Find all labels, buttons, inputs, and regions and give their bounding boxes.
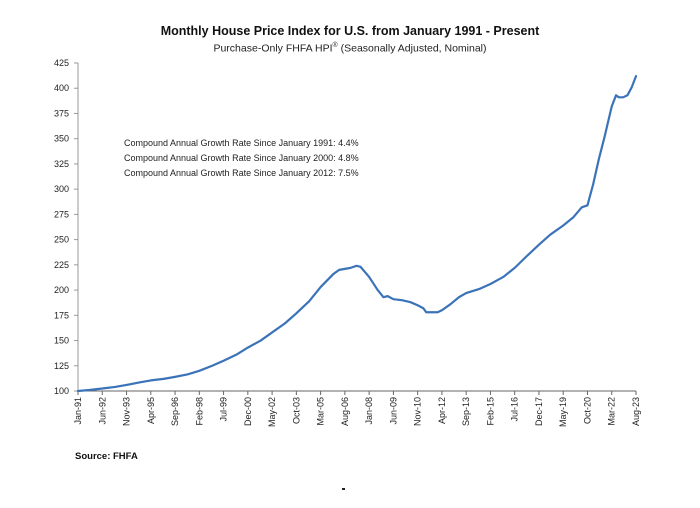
y-tick-label: 300 [54,184,69,194]
x-tick-label: Aug-06 [340,397,350,426]
y-tick-label: 100 [54,386,69,396]
x-tick-label: Oct-03 [291,397,301,424]
registered-mark: ® [332,42,338,49]
x-tick-label: May-19 [558,397,568,427]
y-tick-label: 400 [54,83,69,93]
y-axis-ticks: 100 125 150 175 200 225 250 275 300 325 350 375 400 4… [54,58,78,396]
x-tick-label: Mar-05 [316,397,326,426]
x-tick-label: Sep-96 [170,397,180,426]
x-tick-label: Nov-10 [413,397,423,426]
chart-title: Monthly House Price Index for U.S. from … [160,24,540,38]
x-tick-label: Jan-91 [73,397,83,425]
chart-subtitle: Purchase-Only FHFA HPI® (Seasonally Adju… [0,42,700,55]
y-tick-label: 175 [54,310,69,320]
source-note: Source: FHFA [75,451,138,462]
x-tick-label: Jul-99 [219,397,229,422]
x-tick-label: Feb-15 [485,397,495,426]
cagr-annotation: Compound Annual Growth Rate Since Januar… [124,168,359,178]
cagr-annotation: Compound Annual Growth Rate Since Januar… [124,138,359,148]
axes [77,63,636,392]
x-tick-label: Oct-20 [582,397,592,424]
x-tick-label: Apr-95 [146,397,156,424]
y-tick-label: 150 [54,336,69,346]
page-mark [342,488,345,490]
x-tick-label: Jul-16 [510,397,520,422]
x-tick-label: Apr-12 [437,397,447,424]
x-tick-label: Jun-09 [388,397,398,425]
y-tick-label: 425 [54,58,69,68]
x-tick-label: Sep-13 [461,397,471,426]
x-tick-label: Nov-93 [122,397,132,426]
hpi-line [76,75,638,393]
series-layer [76,75,638,393]
y-tick-label: 275 [54,209,69,219]
subtitle-tail: (Seasonally Adjusted, Nominal) [337,42,487,55]
x-tick-label: May-02 [267,397,277,427]
subtitle-main: Purchase-Only FHFA HPI [213,42,333,55]
annotations: Compound Annual Growth Rate Since Januar… [124,138,359,178]
cagr-annotation: Compound Annual Growth Rate Since Januar… [124,153,359,163]
y-tick-label: 250 [54,235,69,245]
x-tick-label: Mar-22 [607,397,617,426]
x-axis-ticks: Jan-91 Jun-92 Nov-93 Apr-95 Sep-96 Feb-98 Jul-… [73,391,641,427]
x-tick-label: Jan-08 [364,397,374,425]
x-tick-label: Dec-17 [534,397,544,426]
y-tick-label: 200 [54,285,69,295]
y-tick-label: 125 [54,361,69,371]
y-tick-label: 325 [54,159,69,169]
x-tick-label: Aug-23 [631,397,641,426]
y-tick-label: 225 [54,260,69,270]
x-tick-label: Dec-00 [243,397,253,426]
x-tick-label: Feb-98 [194,397,204,426]
x-tick-label: Jun-92 [97,397,107,425]
y-tick-label: 350 [54,134,69,144]
y-tick-label: 375 [54,108,69,118]
